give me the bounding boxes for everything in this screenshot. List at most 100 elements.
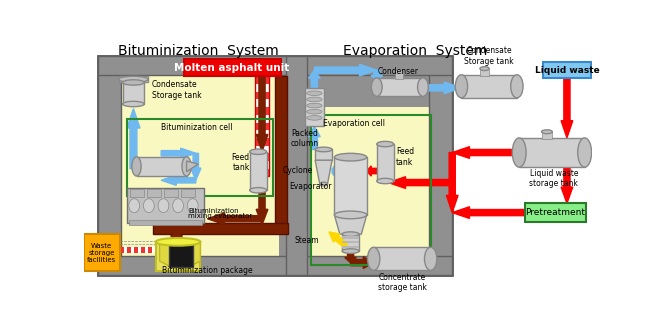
- Ellipse shape: [335, 153, 367, 161]
- Text: Evaporator: Evaporator: [290, 182, 332, 191]
- FancyArrow shape: [127, 109, 140, 169]
- Ellipse shape: [307, 91, 322, 95]
- Bar: [312, 115, 431, 265]
- FancyArrow shape: [371, 70, 383, 80]
- Bar: [286, 55, 308, 275]
- Bar: [543, 62, 591, 78]
- Ellipse shape: [129, 199, 140, 213]
- Bar: [335, 157, 367, 215]
- Bar: [164, 190, 178, 197]
- Ellipse shape: [182, 157, 191, 176]
- FancyArrow shape: [423, 82, 461, 94]
- FancyArrow shape: [561, 167, 573, 203]
- Bar: [255, 169, 269, 177]
- Bar: [138, 247, 141, 253]
- Bar: [119, 76, 148, 83]
- Bar: [127, 188, 203, 223]
- Ellipse shape: [173, 199, 183, 213]
- Text: Liquid waste: Liquid waste: [535, 66, 599, 75]
- Text: Feed
tank: Feed tank: [396, 147, 414, 167]
- Text: Condenser: Condenser: [378, 67, 419, 76]
- FancyArrow shape: [308, 115, 320, 126]
- Bar: [137, 157, 187, 176]
- Bar: [159, 247, 162, 253]
- Bar: [127, 247, 131, 253]
- Bar: [181, 190, 195, 197]
- Ellipse shape: [315, 147, 332, 152]
- FancyArrow shape: [561, 78, 573, 138]
- Bar: [541, 132, 552, 140]
- Bar: [255, 130, 269, 138]
- Bar: [131, 190, 145, 197]
- Ellipse shape: [156, 238, 201, 246]
- Bar: [131, 247, 134, 253]
- Ellipse shape: [377, 141, 393, 147]
- Ellipse shape: [480, 67, 489, 71]
- Bar: [255, 100, 269, 107]
- Bar: [342, 234, 359, 251]
- Ellipse shape: [455, 75, 468, 98]
- Bar: [121, 75, 279, 269]
- Ellipse shape: [158, 199, 169, 213]
- Bar: [519, 138, 585, 167]
- FancyArrow shape: [452, 147, 519, 158]
- Text: Feed
tank: Feed tank: [232, 153, 249, 172]
- Bar: [255, 84, 269, 92]
- Bar: [315, 149, 332, 160]
- Bar: [124, 247, 127, 253]
- FancyArrow shape: [452, 207, 525, 218]
- Bar: [129, 220, 202, 225]
- Bar: [377, 144, 393, 181]
- FancyArrow shape: [308, 70, 320, 88]
- Bar: [98, 55, 452, 275]
- Bar: [84, 234, 120, 271]
- Bar: [255, 161, 269, 169]
- Bar: [342, 237, 359, 239]
- Bar: [255, 153, 269, 161]
- Polygon shape: [160, 242, 201, 271]
- Text: Steam: Steam: [294, 236, 319, 245]
- Text: Packed
column: Packed column: [290, 129, 318, 148]
- Ellipse shape: [342, 249, 359, 253]
- FancyArrow shape: [446, 152, 458, 213]
- Text: Bituminization  System: Bituminization System: [117, 44, 279, 58]
- FancyArrow shape: [388, 177, 452, 188]
- Bar: [255, 115, 269, 123]
- Bar: [98, 55, 121, 275]
- Ellipse shape: [123, 80, 144, 85]
- Ellipse shape: [249, 149, 267, 154]
- Text: Concentrate
storage tank: Concentrate storage tank: [378, 273, 426, 292]
- Bar: [255, 92, 269, 100]
- Bar: [429, 55, 452, 275]
- Text: Condensate
Storage tank: Condensate Storage tank: [465, 46, 514, 66]
- FancyArrow shape: [207, 213, 262, 225]
- Bar: [98, 55, 452, 75]
- Bar: [184, 59, 280, 76]
- Text: Bituminization: Bituminization: [188, 208, 239, 214]
- Bar: [255, 138, 269, 146]
- Bar: [377, 78, 423, 96]
- Bar: [147, 190, 161, 197]
- Polygon shape: [335, 215, 367, 234]
- Bar: [461, 75, 517, 98]
- Bar: [153, 223, 288, 234]
- FancyArrow shape: [256, 190, 268, 225]
- Bar: [249, 152, 267, 190]
- Bar: [155, 247, 159, 253]
- Text: Pretreatment: Pretreatment: [525, 208, 585, 217]
- Ellipse shape: [395, 70, 403, 74]
- Bar: [480, 69, 489, 76]
- Bar: [255, 146, 269, 154]
- Ellipse shape: [307, 97, 322, 102]
- FancyArrow shape: [161, 148, 196, 158]
- Ellipse shape: [578, 138, 591, 167]
- Bar: [120, 247, 124, 253]
- Ellipse shape: [368, 247, 380, 270]
- Text: Condensate
Storage tank: Condensate Storage tank: [152, 80, 201, 100]
- Ellipse shape: [418, 78, 428, 96]
- FancyArrow shape: [350, 257, 374, 268]
- Ellipse shape: [187, 199, 198, 213]
- Bar: [152, 247, 155, 253]
- FancyArrow shape: [332, 167, 335, 175]
- Bar: [255, 76, 269, 84]
